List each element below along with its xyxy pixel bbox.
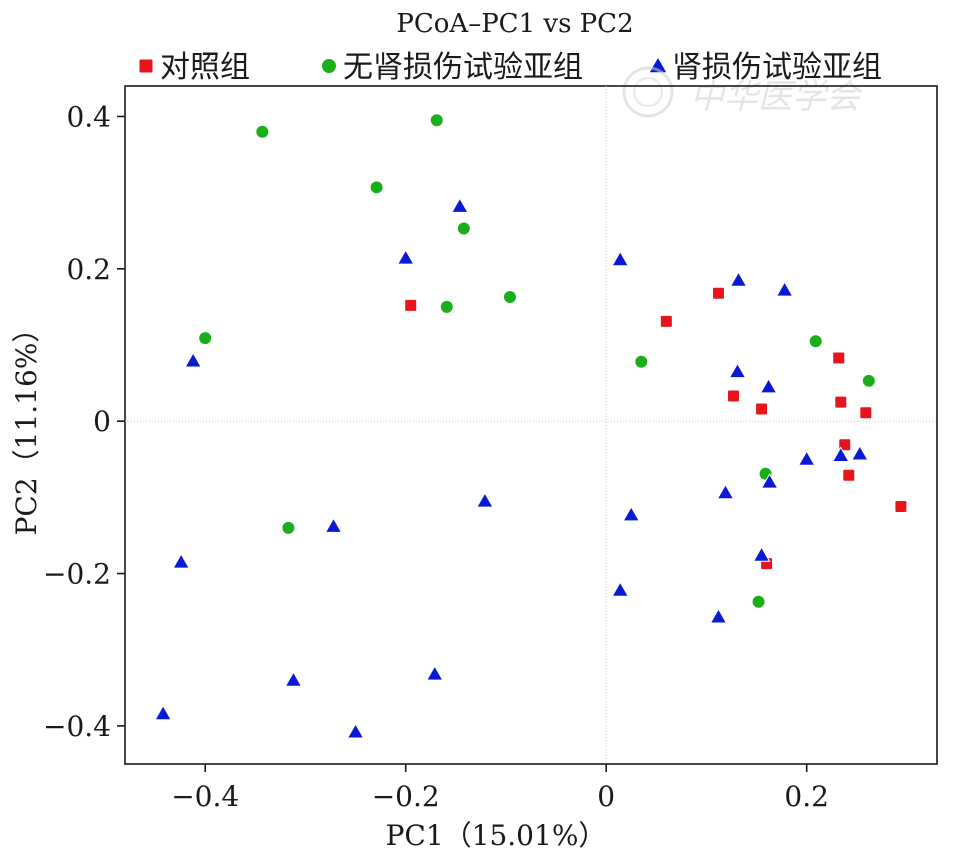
legend-label: 无肾损伤试验亚组 <box>343 50 583 85</box>
legend-marker-square <box>138 58 154 74</box>
point-triangle <box>396 249 415 265</box>
point-triangle <box>760 473 779 489</box>
chart-title: PCoA–PC1 vs PC2 <box>396 9 633 39</box>
point-triangle <box>759 377 778 394</box>
point-square <box>834 395 848 409</box>
point-triangle <box>476 492 494 508</box>
x-tick-label: −0.4 <box>171 780 239 813</box>
svg-text:中华医学会: 中华医学会 <box>690 77 864 117</box>
point-triangle <box>611 581 630 597</box>
y-tick-label: 0.4 <box>66 100 111 133</box>
point-triangle <box>752 546 771 562</box>
point-circle <box>861 373 876 388</box>
point-triangle <box>831 446 850 462</box>
point-square <box>859 406 873 420</box>
x-tick-label: 0 <box>597 780 615 813</box>
watermark-logo: 中华医学会 <box>622 66 864 118</box>
point-triangle <box>324 517 343 533</box>
y-tick-label: −0.2 <box>43 558 111 591</box>
point-circle <box>255 124 270 139</box>
point-triangle <box>729 271 748 287</box>
point-circle <box>634 354 649 369</box>
point-triangle <box>622 505 641 522</box>
point-triangle <box>709 607 728 624</box>
point-square <box>726 389 740 403</box>
x-axis: −0.4 −0.2 0 0.2 <box>171 764 829 813</box>
legend-item: 对照组 <box>138 50 250 85</box>
point-triangle <box>797 450 816 466</box>
point-circle <box>808 334 823 349</box>
legend-label: 肾损伤试验亚组 <box>672 50 882 85</box>
point-triangle <box>154 704 172 721</box>
point-square <box>711 286 725 300</box>
zero-reference-lines <box>125 86 937 764</box>
point-triangle <box>450 197 469 213</box>
plot-area <box>124 85 938 765</box>
point-triangle <box>172 553 190 569</box>
point-triangle <box>346 722 365 739</box>
point-square <box>894 500 908 514</box>
x-tick-label: 0.2 <box>784 780 829 813</box>
legend-label: 对照组 <box>160 50 250 85</box>
point-square <box>659 314 673 328</box>
y-axis: −0.4 −0.2 0 0.2 0.4 <box>43 100 125 743</box>
x-tick-label: −0.2 <box>372 780 440 813</box>
x-axis-title: PC1（15.01%） <box>386 819 607 852</box>
y-tick-label: 0.2 <box>66 253 111 286</box>
point-circle <box>429 113 444 128</box>
point-circle <box>751 594 766 609</box>
point-triangle <box>728 362 747 379</box>
point-circle <box>456 221 471 236</box>
point-circle <box>439 299 454 314</box>
legend-item: 无肾损伤试验亚组 <box>321 50 583 85</box>
point-square <box>755 402 769 416</box>
point-circle <box>281 520 296 535</box>
point-circle <box>502 290 517 305</box>
point-triangle <box>850 444 869 461</box>
point-circle <box>369 180 384 195</box>
data-points <box>154 113 908 739</box>
point-square <box>832 351 846 365</box>
point-triangle <box>284 671 303 687</box>
y-tick-label: −0.4 <box>43 710 111 743</box>
point-square <box>404 298 418 312</box>
point-triangle <box>611 250 630 267</box>
point-circle <box>198 331 213 346</box>
y-axis-title: PC2（11.16%） <box>10 315 43 536</box>
y-tick-label: 0 <box>93 405 111 438</box>
point-triangle <box>425 665 444 681</box>
point-triangle <box>184 352 203 368</box>
point-triangle <box>775 281 794 297</box>
point-square <box>838 438 852 452</box>
point-square <box>842 468 856 482</box>
point-triangle <box>716 483 735 500</box>
legend-marker-circle <box>321 58 337 74</box>
